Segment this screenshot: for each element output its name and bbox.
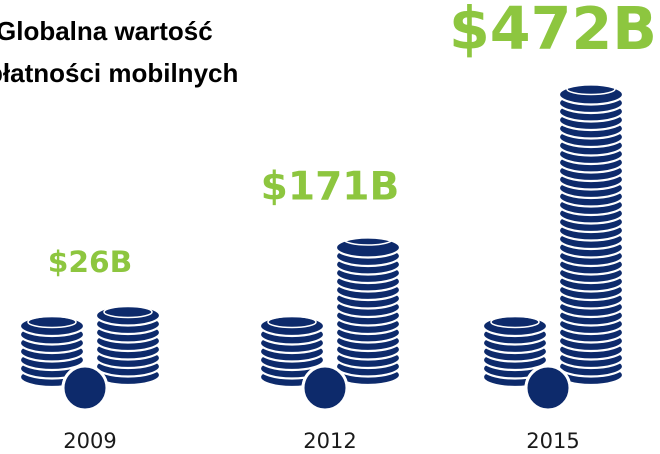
coin-stack — [94, 304, 162, 387]
coin-rim — [267, 315, 317, 329]
value-label: $171B — [261, 165, 400, 210]
coin-rim — [490, 315, 540, 329]
x-tick-label: 2012 — [303, 429, 356, 453]
x-tick-label: 2015 — [526, 429, 579, 453]
coin-single — [524, 364, 572, 412]
coin-stack — [557, 82, 625, 387]
coin-single — [301, 364, 349, 412]
coin — [258, 314, 326, 338]
x-tick-label: 2009 — [63, 429, 116, 453]
coin-rim — [103, 305, 153, 319]
coin — [481, 314, 549, 338]
coin-rim — [27, 315, 77, 329]
chart-title: Globalna wartość — [0, 16, 213, 46]
coin — [94, 304, 162, 327]
coin-single — [61, 364, 109, 412]
coin — [334, 236, 402, 259]
coin-rim — [566, 82, 616, 96]
chart-title: płatności mobilnych — [0, 58, 238, 88]
coin — [18, 314, 86, 338]
value-label: $26B — [48, 245, 133, 280]
coin-rim — [343, 233, 393, 246]
value-label: $472B — [449, 0, 657, 63]
coin-stack — [334, 233, 402, 387]
